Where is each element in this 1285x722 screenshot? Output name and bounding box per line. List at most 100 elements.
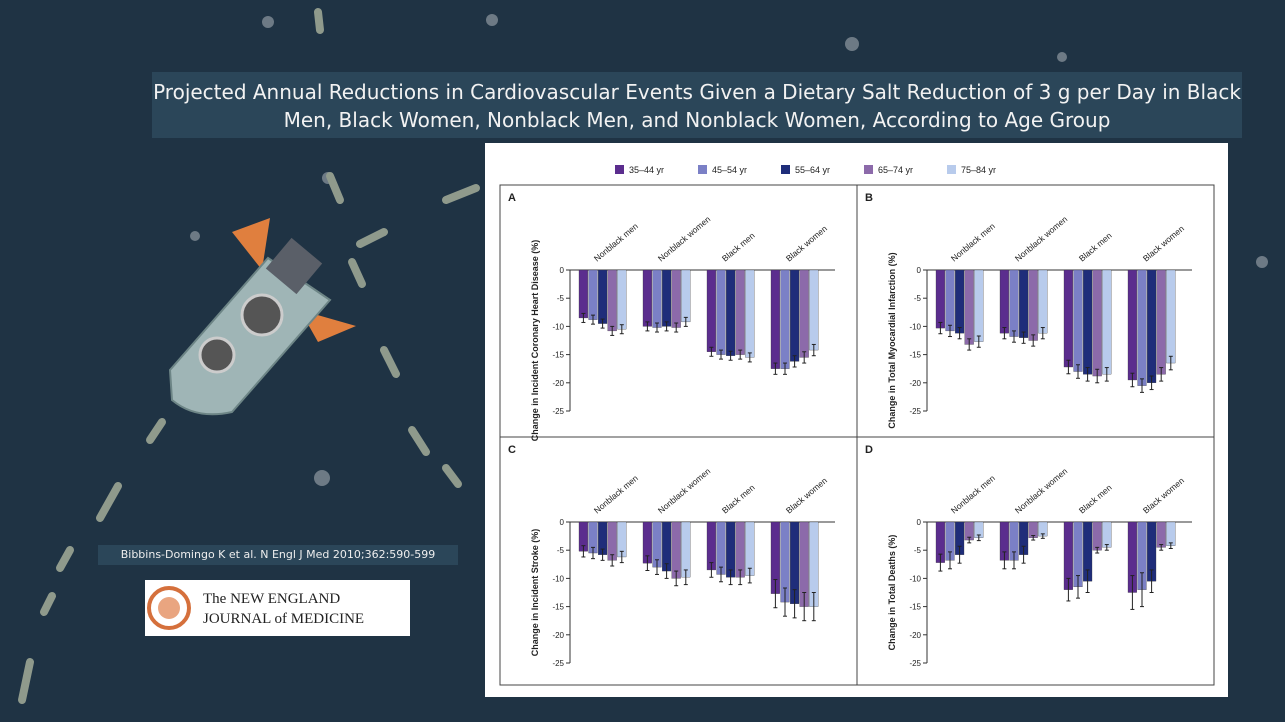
error-bar — [664, 563, 669, 579]
error-bar — [1140, 572, 1144, 608]
error-bar — [581, 312, 586, 323]
bar — [1073, 269, 1083, 372]
citation: Bibbins-Domingo K et al. N Engl J Med 20… — [98, 545, 458, 565]
bar — [1147, 269, 1157, 383]
bar — [1092, 521, 1102, 551]
error-bar — [728, 569, 733, 586]
error-bar — [581, 545, 586, 558]
y-tick-label: -20 — [909, 631, 921, 640]
error-bar — [1021, 545, 1026, 564]
error-bar — [1012, 330, 1016, 343]
y-tick-label: -25 — [909, 407, 921, 416]
bar — [945, 269, 955, 332]
error-bar — [1140, 378, 1144, 393]
legend-label: 75–84 yr — [961, 165, 996, 175]
error-bar — [976, 534, 981, 542]
bar — [809, 269, 819, 351]
y-tick-label: -10 — [909, 574, 921, 583]
bar — [955, 269, 965, 334]
error-bar — [1159, 367, 1164, 382]
y-tick-label: 0 — [917, 266, 922, 275]
error-bar — [1130, 575, 1135, 610]
error-bar — [1149, 569, 1154, 593]
error-bar — [811, 592, 816, 622]
bar — [598, 269, 608, 324]
bar — [662, 269, 672, 327]
error-bar — [1085, 569, 1090, 593]
error-bar — [1040, 327, 1045, 340]
legend-swatch — [781, 165, 790, 174]
legend-label: 55–64 yr — [795, 165, 830, 175]
bar — [935, 269, 945, 329]
stars — [190, 14, 1268, 486]
error-bar — [1095, 546, 1100, 554]
error-bar — [938, 321, 943, 335]
bar — [1156, 269, 1166, 375]
error-bar — [591, 314, 595, 325]
error-bar — [655, 559, 659, 575]
y-tick-label: -20 — [552, 379, 564, 388]
bar — [1019, 269, 1029, 338]
bar — [617, 269, 627, 330]
error-bar — [792, 589, 797, 619]
error-bar — [591, 546, 595, 560]
y-tick-label: -5 — [557, 546, 565, 555]
error-bar — [683, 569, 688, 586]
y-tick-label: -20 — [909, 379, 921, 388]
error-bar — [1076, 364, 1080, 379]
dashed-trail — [18, 8, 480, 704]
figure: 35–44 yr 45–54 yr 55–64 yr 65–74 yr 75–84 yr… — [485, 143, 1228, 697]
bar — [1156, 521, 1166, 548]
panel-letter: B — [865, 192, 873, 204]
error-bar — [1104, 544, 1109, 551]
error-bar — [773, 579, 778, 609]
bar — [780, 269, 790, 369]
bar — [671, 269, 681, 328]
error-bar — [802, 592, 807, 622]
bar — [726, 269, 736, 356]
error-bar — [802, 351, 807, 364]
error-bar — [619, 550, 624, 564]
legend-label: 45–54 yr — [712, 165, 747, 175]
error-bar — [674, 322, 679, 333]
error-bar — [1031, 334, 1036, 347]
panel-letter: D — [865, 444, 873, 456]
error-bar — [600, 318, 605, 329]
error-bar — [674, 570, 679, 587]
error-bar — [967, 536, 972, 544]
y-axis-label: Change in Incident Coronary Heart Diseas… — [530, 240, 540, 442]
bar — [1083, 269, 1093, 375]
error-bar — [664, 321, 669, 332]
logo-art: The NEW ENGLAND JOURNAL of MEDICINE — [147, 586, 364, 630]
y-tick-label: -10 — [909, 322, 921, 331]
error-bar — [1066, 359, 1071, 375]
bar — [1166, 521, 1176, 546]
bar — [1038, 269, 1048, 334]
error-bar — [747, 352, 752, 363]
bar — [770, 269, 780, 369]
error-bar — [610, 325, 615, 336]
error-bar — [610, 554, 615, 567]
error-bar — [683, 316, 688, 327]
logo-line: JOURNAL of MEDICINE — [203, 611, 364, 627]
slide-title: Projected Annual Reductions in Cardiovas… — [152, 72, 1242, 138]
bar — [652, 269, 662, 328]
error-bar — [1021, 331, 1026, 344]
error-bar — [1066, 577, 1071, 602]
bar — [964, 269, 974, 345]
bar — [790, 269, 800, 362]
error-bar — [738, 569, 743, 586]
error-bar — [1040, 533, 1045, 539]
error-bar — [967, 338, 972, 351]
legend-label: 35–44 yr — [629, 165, 664, 175]
y-tick-label: -15 — [552, 351, 564, 360]
error-bar — [645, 555, 650, 572]
bar — [999, 269, 1009, 334]
bar — [607, 269, 617, 332]
error-bar — [709, 346, 714, 357]
y-tick-label: 0 — [917, 518, 922, 527]
y-axis-label: Change in Total Deaths (%) — [887, 535, 897, 651]
y-tick-label: -15 — [552, 603, 564, 612]
y-tick-label: -10 — [552, 574, 564, 583]
